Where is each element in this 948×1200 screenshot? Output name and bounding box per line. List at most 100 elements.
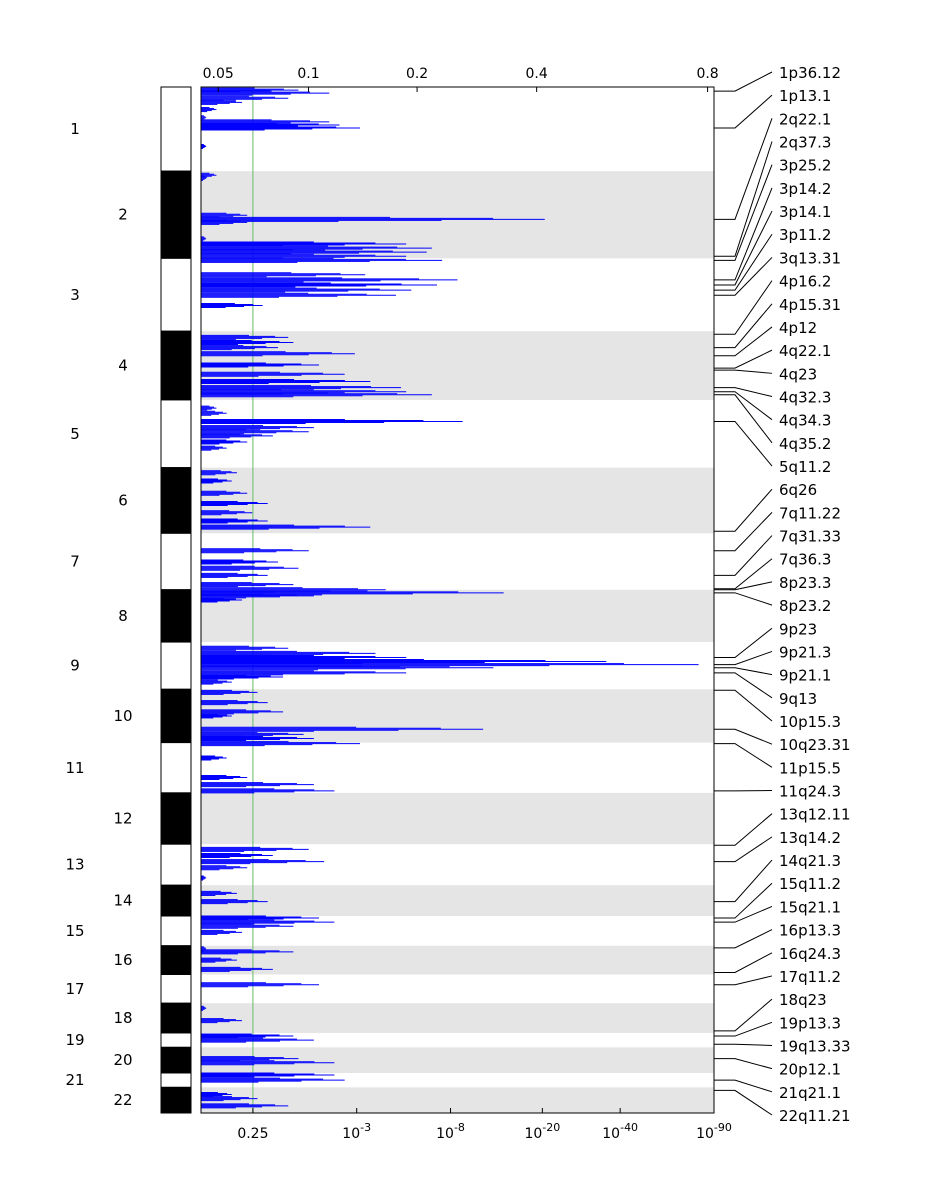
bar-61 <box>201 645 289 651</box>
bar-39 <box>201 418 463 424</box>
peak-label-text-29: 10q23.31 <box>779 736 851 754</box>
bar-5 <box>201 115 207 121</box>
bar-101 <box>201 1037 314 1043</box>
peak-label-text-1: 1p13.1 <box>779 87 831 105</box>
peak-label-text-37: 16p13.3 <box>779 922 841 940</box>
chromosome-label-10: 10 <box>113 707 132 725</box>
peak-label-text-9: 4p16.2 <box>779 273 831 291</box>
peak-label-text-10: 4p15.31 <box>779 296 841 314</box>
chromosome-block-14 <box>160 884 192 917</box>
chromosome-shade-18 <box>201 1003 714 1033</box>
peak-label-1: 1p13.1 <box>714 87 831 129</box>
chromosome-label-3: 3 <box>70 286 80 304</box>
peak-label-text-18: 6q26 <box>779 481 817 499</box>
bar-87 <box>201 890 237 896</box>
peak-label-35: 15q11.2 <box>714 875 841 919</box>
peak-label-text-25: 9p21.3 <box>779 643 831 661</box>
peak-label-11: 4p12 <box>714 319 817 357</box>
peak-label-24: 9p23 <box>714 620 817 658</box>
peak-label-text-43: 20p12.1 <box>779 1061 841 1079</box>
bar-41 <box>201 429 309 435</box>
peak-label-9: 4p16.2 <box>714 273 831 335</box>
peak-label-41: 19p13.3 <box>714 1014 841 1037</box>
peak-label-34: 14q21.3 <box>714 852 841 903</box>
bar-74 <box>201 726 484 732</box>
bar-36 <box>201 392 432 398</box>
peak-label-text-35: 15q11.2 <box>779 875 841 893</box>
peak-label-text-13: 4q23 <box>779 365 817 383</box>
peak-label-text-20: 7q31.33 <box>779 528 841 546</box>
peak-label-text-31: 11q24.3 <box>779 783 841 801</box>
bar-42 <box>201 433 273 439</box>
bar-54 <box>201 565 299 571</box>
bar-63 <box>201 654 407 660</box>
peak-label-45: 22q11.21 <box>714 1089 851 1125</box>
peak-label-text-27: 9q13 <box>779 690 817 708</box>
bar-86 <box>201 875 207 881</box>
bar-45 <box>201 470 237 476</box>
bar-15 <box>201 236 207 242</box>
peak-label-text-45: 22q11.21 <box>779 1107 851 1125</box>
top-axis-tick-label-3: 0.4 <box>526 66 548 82</box>
bar-20 <box>201 257 443 263</box>
peak-label-33: 13q14.2 <box>714 829 841 863</box>
peak-label-27: 9q13 <box>714 672 817 708</box>
bar-96 <box>201 966 273 972</box>
bar-3 <box>201 99 243 105</box>
chromosome-block-5 <box>160 399 192 469</box>
chromosome-block-15 <box>160 915 192 947</box>
bar-62 <box>201 650 376 656</box>
peak-label-10: 4p15.31 <box>714 296 841 349</box>
bar-73 <box>201 713 232 719</box>
peak-label-25: 9p21.3 <box>714 643 831 666</box>
peak-label-text-28: 10p15.3 <box>779 713 841 731</box>
bar-90 <box>201 919 335 925</box>
bar-46 <box>201 478 232 484</box>
peak-label-14: 4q32.3 <box>714 387 831 406</box>
bar-105 <box>201 1077 345 1083</box>
chromosome-shade-14 <box>201 885 714 917</box>
peak-label-31: 11q24.3 <box>714 783 841 801</box>
top-axis-tick-label-0: 0.05 <box>203 66 234 82</box>
peak-label-text-11: 4p12 <box>779 319 817 337</box>
bar-30 <box>201 351 355 357</box>
bar-95 <box>201 957 237 963</box>
bar-82 <box>201 846 309 852</box>
chromosome-label-6: 6 <box>118 491 128 509</box>
peak-label-text-12: 4q22.1 <box>779 342 831 360</box>
bottom-axis-tick-label-1: 10-3 <box>342 1121 371 1142</box>
chromosome-block-18 <box>160 1002 192 1034</box>
bar-24 <box>201 287 412 293</box>
chromosome-shade-16 <box>201 945 714 975</box>
peak-label-text-19: 7q11.22 <box>779 504 841 522</box>
bar-80 <box>201 782 314 788</box>
bar-40 <box>201 425 314 431</box>
peak-label-40: 18q23 <box>714 991 827 1032</box>
peak-label-text-7: 3p11.2 <box>779 226 831 244</box>
chromosome-block-2 <box>160 170 192 259</box>
peak-label-text-38: 16q24.3 <box>779 945 841 963</box>
bar-94 <box>201 949 294 955</box>
chromosome-label-11: 11 <box>65 759 84 777</box>
peak-label-26: 9p21.1 <box>714 667 831 685</box>
peak-label-7: 3p11.2 <box>714 226 831 291</box>
bar-31 <box>201 362 319 368</box>
chromosome-label-18: 18 <box>113 1009 132 1027</box>
peak-label-text-26: 9p21.1 <box>779 667 831 685</box>
peak-label-text-42: 19q13.33 <box>779 1037 851 1055</box>
bar-38 <box>201 410 227 416</box>
bar-9 <box>201 144 207 150</box>
top-axis-tick-label-2: 0.2 <box>406 66 428 82</box>
peak-label-text-4: 3p25.2 <box>779 157 831 175</box>
chromosome-shading <box>201 171 714 1113</box>
bar-78 <box>201 755 227 761</box>
bar-48 <box>201 501 268 507</box>
bar-66 <box>201 665 494 671</box>
chromosome-label-19: 19 <box>65 1031 84 1049</box>
top-axis-tick-label-1: 0.1 <box>297 66 319 82</box>
peak-label-text-33: 13q14.2 <box>779 829 841 847</box>
peak-label-text-5: 3p14.2 <box>779 180 831 198</box>
chromosome-label-13: 13 <box>65 856 84 874</box>
bottom-axis-tick-label-0: 0.25 <box>237 1126 268 1142</box>
plot-frame <box>200 86 715 1114</box>
